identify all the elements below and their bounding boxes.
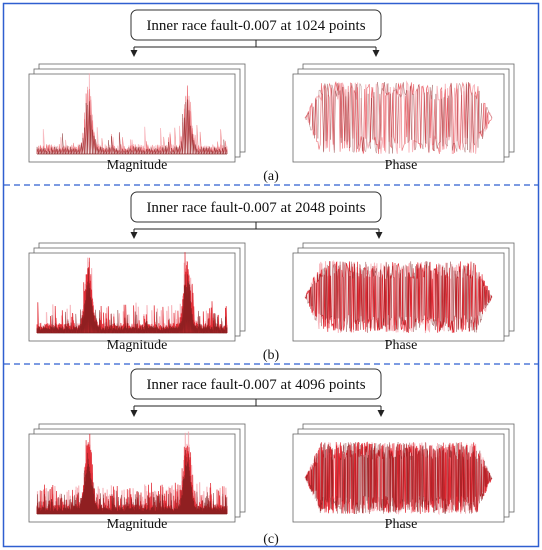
phase-plot: [304, 259, 493, 334]
magnitude-label: Magnitude: [107, 517, 168, 532]
signal-trace: [304, 81, 493, 155]
magnitude-plot: [36, 431, 228, 515]
signal-trace: [304, 261, 493, 333]
phase-label: Phase: [385, 158, 418, 173]
panel-title: Inner race fault-0.007 at 1024 points: [146, 18, 365, 34]
magnitude-label: Magnitude: [107, 158, 168, 173]
signal-trace: [36, 268, 228, 334]
panel-caption: (a): [263, 169, 279, 184]
panel-c: Inner race fault-0.007 at 4096 points Ma…: [28, 368, 515, 547]
phase-label: Phase: [385, 517, 418, 532]
panel-a: Inner race fault-0.007 at 1024 points Ma…: [28, 9, 515, 184]
connector: [130, 222, 383, 239]
signal-trace: [304, 82, 493, 154]
phase-plot: [304, 441, 493, 516]
magnitude-plot: [36, 252, 228, 334]
signal-trace: [36, 449, 228, 515]
magnitude-label: Magnitude: [107, 338, 168, 353]
magnitude-plot: [36, 73, 228, 155]
panel-caption: (b): [263, 348, 280, 363]
phase-plot: [304, 80, 493, 155]
panel-b: Inner race fault-0.007 at 2048 points Ma…: [28, 191, 515, 363]
panel-title: Inner race fault-0.007 at 4096 points: [146, 377, 365, 393]
signal-trace: [304, 441, 493, 515]
connector: [130, 40, 380, 57]
signal-trace: [36, 99, 228, 155]
connector: [130, 399, 385, 417]
panel-caption: (c): [263, 532, 279, 547]
panel-title: Inner race fault-0.007 at 2048 points: [146, 200, 365, 216]
phase-label: Phase: [385, 338, 418, 353]
